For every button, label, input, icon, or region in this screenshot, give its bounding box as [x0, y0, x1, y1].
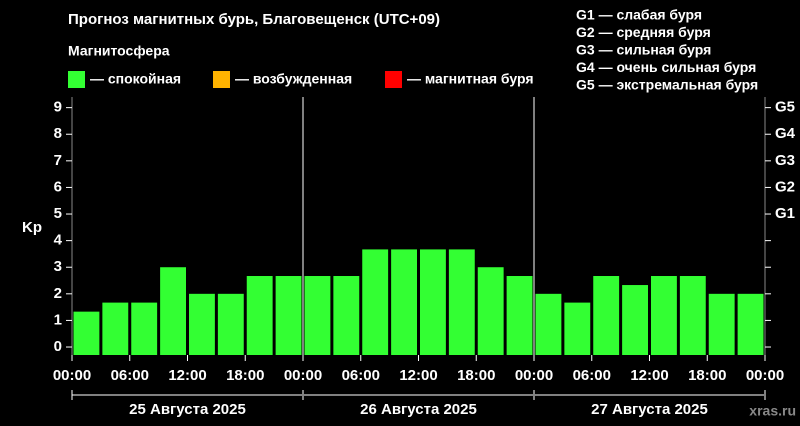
bar	[160, 267, 186, 355]
day-label: 25 Августа 2025	[129, 401, 246, 418]
y2-tick-label: G2	[775, 178, 795, 195]
legend-swatch	[213, 71, 230, 88]
bar	[622, 285, 648, 355]
g-scale-label: G1 — слабая буря	[576, 7, 702, 23]
x-tick-label: 18:00	[457, 367, 495, 384]
y-tick-label: 1	[54, 311, 62, 328]
bar	[333, 276, 360, 355]
y-tick-label: 0	[54, 338, 62, 355]
legend-label: — спокойная	[90, 71, 181, 87]
bar	[189, 293, 215, 355]
y2-tick-label: G3	[775, 152, 795, 169]
bar	[651, 276, 677, 355]
legend-label: — возбужденная	[235, 71, 352, 87]
y-tick-label: 9	[54, 99, 62, 116]
bar	[246, 276, 273, 355]
x-tick-label: 00:00	[746, 367, 784, 384]
bar	[448, 249, 475, 355]
y-tick-label: 4	[54, 232, 63, 249]
day-label: 26 Августа 2025	[360, 401, 477, 418]
bar	[391, 249, 417, 355]
g-scale-label: G2 — средняя буря	[576, 24, 711, 40]
y-tick-label: 8	[54, 125, 62, 142]
day-label: 27 Августа 2025	[591, 401, 708, 418]
x-tick-label: 00:00	[515, 367, 553, 384]
x-tick-label: 00:00	[284, 367, 322, 384]
bar	[679, 276, 706, 355]
g-scale-label: G4 — очень сильная буря	[576, 59, 756, 75]
bar	[506, 276, 533, 355]
x-tick-label: 06:00	[342, 367, 380, 384]
bar	[131, 302, 158, 355]
bar	[217, 293, 244, 355]
legend-swatch	[385, 71, 402, 88]
g-scale-label: G3 — сильная буря	[576, 42, 711, 58]
bar	[102, 302, 129, 355]
bar	[564, 302, 591, 355]
bar	[362, 249, 389, 355]
bar	[593, 276, 620, 355]
chart-title: Прогноз магнитных бурь, Благовещенск (UT…	[68, 11, 440, 28]
x-tick-label: 18:00	[226, 367, 264, 384]
bar	[737, 293, 764, 355]
y-tick-label: 6	[54, 178, 62, 195]
y-tick-label: 2	[54, 285, 62, 302]
bar	[304, 276, 331, 355]
y2-tick-label: G5	[775, 99, 795, 116]
x-tick-label: 18:00	[688, 367, 726, 384]
x-tick-label: 06:00	[111, 367, 149, 384]
legend-label: — магнитная буря	[407, 71, 534, 87]
x-tick-label: 12:00	[399, 367, 437, 384]
bar	[535, 293, 562, 355]
bar	[275, 276, 302, 355]
legend-title: Магнитосфера	[68, 43, 170, 59]
y-axis-label: Kp	[22, 219, 42, 236]
bar	[477, 267, 504, 355]
watermark: xras.ru	[749, 403, 796, 419]
bar	[420, 249, 446, 355]
x-tick-label: 12:00	[630, 367, 668, 384]
x-tick-label: 12:00	[168, 367, 206, 384]
legend-swatch	[68, 71, 85, 88]
x-tick-label: 00:00	[53, 367, 91, 384]
y-tick-label: 5	[54, 205, 62, 222]
y-tick-label: 7	[54, 152, 62, 169]
y2-tick-label: G4	[775, 125, 796, 142]
g-scale-label: G5 — экстремальная буря	[576, 77, 758, 93]
bar	[73, 311, 100, 355]
y2-tick-label: G1	[775, 205, 795, 222]
y-tick-label: 3	[54, 258, 62, 275]
x-tick-label: 06:00	[573, 367, 611, 384]
bar	[708, 293, 735, 355]
